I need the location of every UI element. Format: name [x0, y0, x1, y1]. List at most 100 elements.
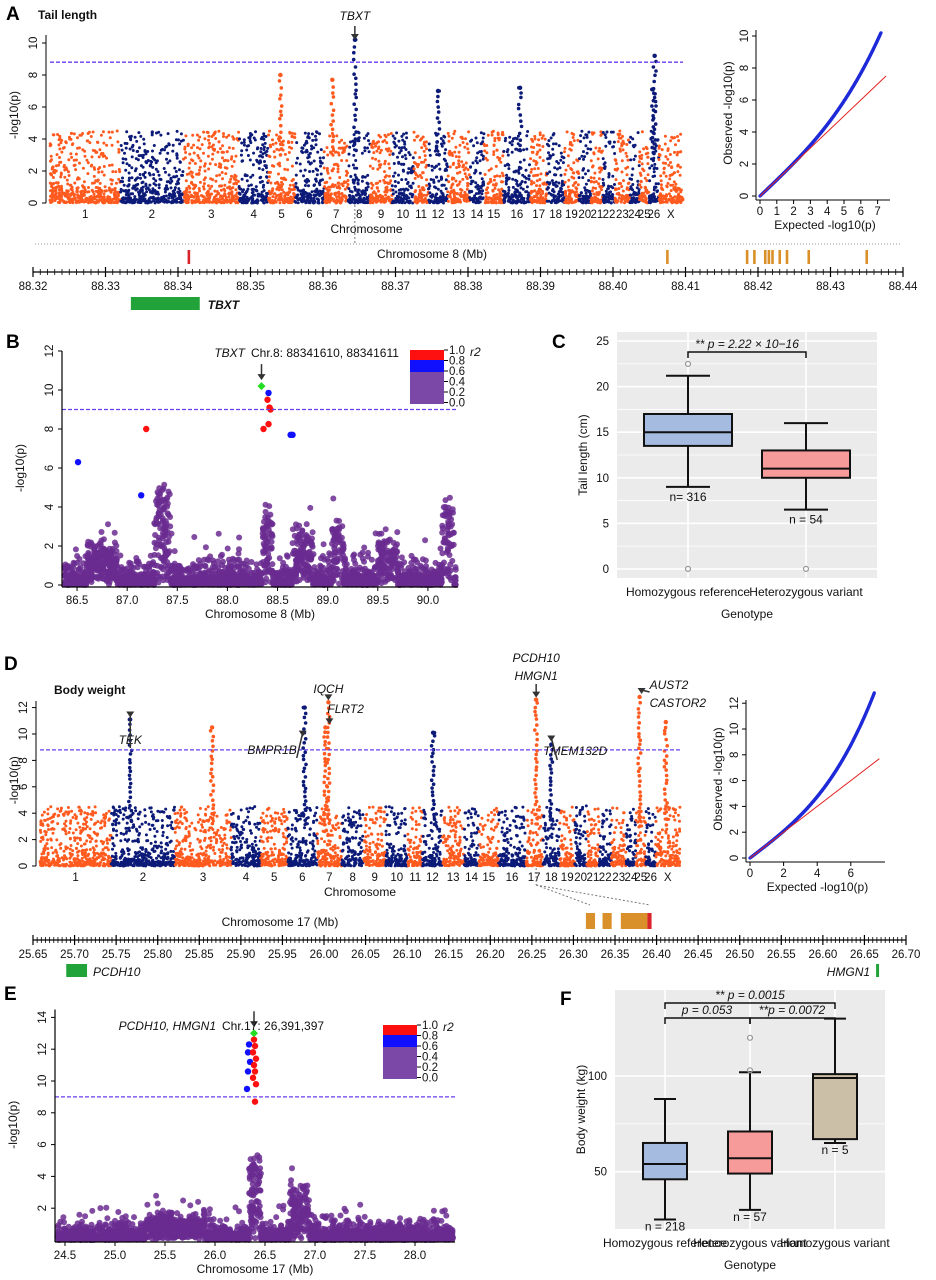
snp-point: [217, 129, 221, 133]
snp-point: [515, 182, 519, 186]
snp-point: [523, 180, 527, 184]
snp-point: [83, 188, 87, 192]
snp-point: [105, 837, 109, 841]
snp-point: [173, 166, 177, 170]
snp-point: [52, 815, 55, 819]
snp-point: [245, 179, 249, 183]
snp-point: [461, 165, 465, 169]
snp-point: [481, 140, 485, 144]
snp-point: [74, 828, 78, 832]
snp-point: [119, 190, 123, 194]
snp-point: [556, 192, 560, 196]
snp-point: [525, 185, 529, 189]
snp-point: [619, 182, 623, 185]
snp-point: [459, 135, 463, 139]
snp-point: [353, 185, 357, 189]
snp-point: [54, 181, 58, 185]
snp-point: [631, 192, 635, 196]
snp-point: [191, 133, 195, 137]
snp-point: [231, 186, 235, 190]
peak-snp-point: [331, 108, 336, 113]
snp-point: [585, 188, 589, 192]
peak-snp-point: [651, 108, 656, 112]
snp-point: [485, 196, 489, 200]
snp-point: [529, 196, 533, 200]
snp-point: [117, 148, 121, 151]
snp-point: [348, 145, 352, 149]
snp-point: [92, 181, 96, 185]
snp-point: [99, 133, 103, 137]
snp-point: [664, 174, 668, 178]
snp-point: [408, 201, 411, 205]
snp-point: [67, 170, 70, 174]
peak-snp-point: [278, 109, 283, 114]
snp-point: [58, 188, 62, 192]
snp-point: [360, 192, 364, 196]
snp-point: [108, 188, 111, 192]
snp-point: [664, 161, 668, 165]
snp-point: [511, 185, 515, 189]
snp-point: [356, 181, 360, 185]
snp-point: [557, 161, 560, 165]
snp-point: [159, 133, 163, 137]
snp-point: [154, 844, 158, 848]
snp-point: [183, 156, 187, 160]
snp-point: [469, 165, 473, 169]
snp-point: [384, 135, 388, 139]
snp-point: [577, 176, 581, 180]
snp-point: [228, 180, 232, 184]
snp-point: [49, 154, 53, 158]
snp-point: [567, 201, 571, 205]
snp-point: [88, 834, 92, 838]
peak-snp-point: [437, 153, 442, 157]
snp-point: [403, 153, 407, 157]
snp-point: [504, 136, 508, 140]
snp-point: [274, 196, 278, 200]
snp-point: [629, 186, 633, 190]
snp-point: [80, 189, 84, 193]
peak-snp-point: [278, 142, 283, 147]
snp-point: [119, 839, 123, 843]
snp-point: [128, 135, 132, 139]
snp-point: [636, 131, 640, 135]
snp-point: [296, 201, 300, 205]
snp-point: [43, 856, 47, 860]
peak-snp-point: [354, 148, 358, 153]
snp-point: [542, 182, 546, 186]
snp-point: [379, 148, 383, 152]
snp-point: [676, 195, 680, 198]
snp-point: [189, 181, 193, 185]
snp-point: [69, 187, 73, 191]
snp-point: [158, 151, 162, 155]
snp-point: [388, 166, 392, 170]
snp-point: [252, 136, 256, 140]
snp-point: [58, 147, 62, 151]
snp-point: [122, 199, 126, 203]
peak-snp-point: [434, 144, 439, 149]
snp-point: [49, 827, 53, 831]
snp-point: [138, 173, 142, 176]
snp-point: [452, 194, 456, 198]
peak-snp-point: [435, 116, 440, 120]
snp-point: [279, 192, 283, 196]
snp-point: [601, 193, 605, 197]
snp-point: [486, 133, 490, 137]
snp-point: [190, 195, 194, 199]
peak-snp-point: [353, 113, 357, 118]
snp-point: [447, 180, 451, 184]
snp-point: [84, 854, 88, 857]
snp-point: [151, 847, 155, 851]
snp-point: [429, 178, 433, 181]
snp-point: [230, 174, 233, 178]
snp-point: [69, 844, 73, 847]
snp-point: [127, 826, 131, 830]
snp-point: [232, 160, 236, 163]
manhattan-plot: [38, 694, 682, 868]
snp-point: [442, 183, 446, 187]
panel-letter: E: [4, 984, 17, 1005]
snp-point: [676, 135, 679, 138]
snp-point: [662, 171, 666, 175]
snp-point: [202, 178, 206, 182]
snp-point: [402, 194, 406, 198]
snp-point: [167, 200, 171, 204]
